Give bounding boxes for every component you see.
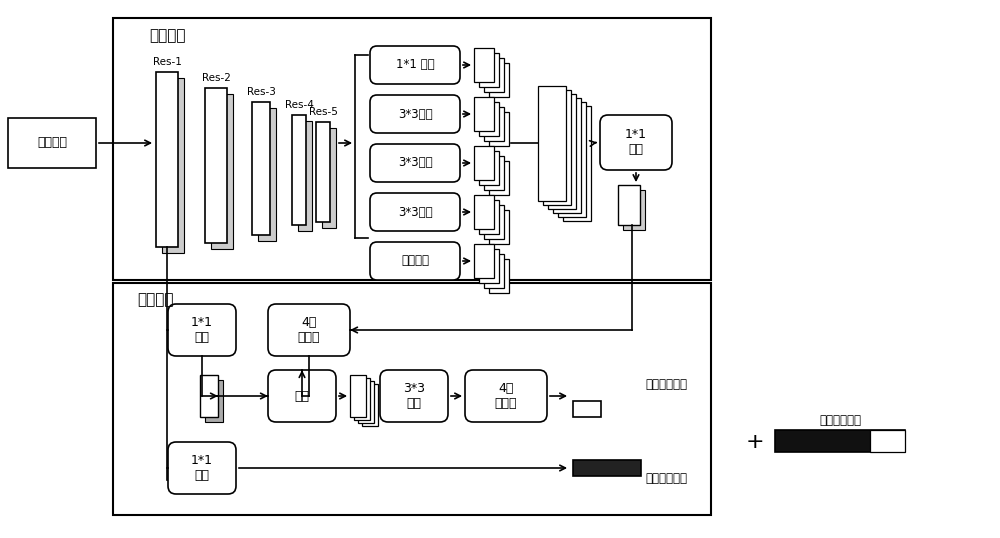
Bar [558,102,586,217]
Bar [573,401,601,417]
FancyBboxPatch shape [168,304,236,356]
Bar [156,72,178,247]
Text: 解码阶段: 解码阶段 [137,293,173,308]
Bar [484,107,504,141]
Bar [489,210,509,244]
Text: 语义类别向量: 语义类别向量 [645,378,687,391]
Bar [563,106,591,221]
Bar [618,185,640,225]
Bar [775,430,905,452]
Bar [474,244,494,278]
Bar [489,259,509,293]
FancyBboxPatch shape [168,442,236,494]
Bar [543,90,571,205]
Bar [479,249,499,283]
FancyBboxPatch shape [370,242,460,280]
FancyBboxPatch shape [380,370,448,422]
FancyBboxPatch shape [370,95,460,133]
Bar [200,375,218,417]
Bar [489,63,509,97]
Bar [548,94,576,209]
Text: 4倍
上采样: 4倍 上采样 [298,316,320,344]
FancyBboxPatch shape [370,144,460,182]
Text: 连接: 连接 [294,390,310,402]
Bar [479,102,499,136]
Text: 1*1
卷积: 1*1 卷积 [625,128,647,156]
Bar [553,98,581,213]
Bar [292,115,306,225]
Text: 1*1
卷积: 1*1 卷积 [191,316,213,344]
Bar [474,146,494,180]
FancyBboxPatch shape [600,115,672,170]
Bar [870,430,905,452]
Bar [484,156,504,190]
Bar [573,460,641,476]
FancyBboxPatch shape [370,46,460,84]
Text: Res-1: Res-1 [153,57,181,67]
Text: 3*3卷积: 3*3卷积 [398,108,432,121]
Bar [474,97,494,131]
Bar [113,18,711,280]
Text: 地点语义向量: 地点语义向量 [819,414,861,427]
Bar [484,254,504,288]
Bar [623,190,645,230]
Bar [479,200,499,234]
FancyBboxPatch shape [465,370,547,422]
Text: 图像池化: 图像池化 [401,254,429,267]
Bar [358,381,374,423]
Text: Res-2: Res-2 [202,73,230,83]
Bar [211,94,233,249]
Text: Res-5: Res-5 [309,107,337,117]
Text: Res-4: Res-4 [285,100,313,110]
FancyBboxPatch shape [268,370,336,422]
Bar [489,161,509,195]
Text: 4倍
上采样: 4倍 上采样 [495,382,517,410]
Bar [205,380,223,422]
Bar [538,86,566,201]
Bar [354,378,370,420]
FancyBboxPatch shape [370,193,460,231]
Bar [474,48,494,82]
Bar [162,78,184,253]
Bar [8,118,96,168]
Bar [298,121,312,231]
Bar [258,108,276,241]
Bar [484,205,504,239]
Text: 编码阶段: 编码阶段 [150,29,186,44]
Bar [362,384,378,426]
Bar [252,102,270,235]
Bar [322,128,336,228]
Text: 1*1
卷积: 1*1 卷积 [191,454,213,482]
Bar [113,283,711,515]
Text: 3*3
卷积: 3*3 卷积 [403,382,425,410]
Text: 对象特征向量: 对象特征向量 [645,471,687,485]
Text: +: + [746,432,764,452]
Text: Res-3: Res-3 [247,87,275,97]
FancyBboxPatch shape [268,304,350,356]
Bar [484,58,504,92]
Bar [205,88,227,243]
Bar [489,112,509,146]
Bar [479,151,499,185]
Text: 3*3卷积: 3*3卷积 [398,206,432,218]
Bar [479,53,499,87]
Text: 3*3卷积: 3*3卷积 [398,157,432,169]
Text: 1*1 卷积: 1*1 卷积 [396,59,434,72]
Bar [350,375,366,417]
Bar [474,195,494,229]
Bar [316,122,330,222]
Text: 输入图像: 输入图像 [37,137,67,150]
